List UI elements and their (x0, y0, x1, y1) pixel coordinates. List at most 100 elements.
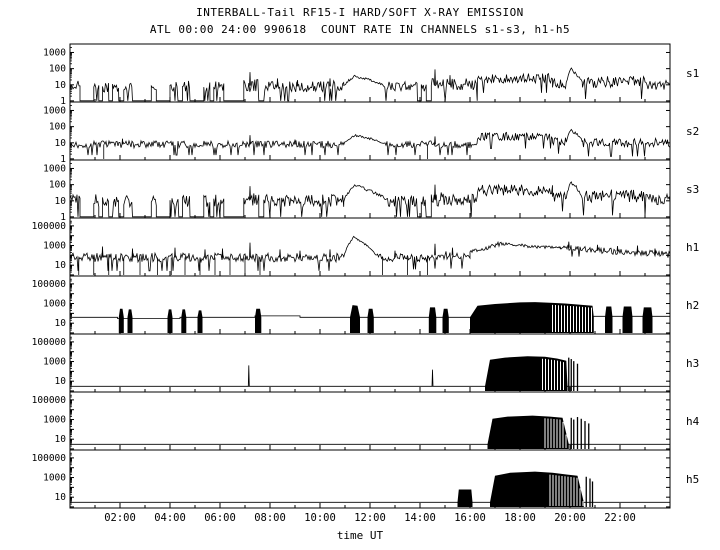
y-tick-label: 10 (55, 260, 67, 271)
y-tick-label: 100 (49, 180, 66, 191)
y-tick-label: 10 (55, 80, 67, 91)
spike (296, 79, 299, 87)
burst-region (470, 302, 594, 333)
y-tick-label: 100000 (32, 279, 67, 290)
x-tick-label: 12:00 (354, 512, 386, 524)
y-tick-label: 100000 (32, 337, 67, 348)
spike (434, 136, 436, 145)
burst-region (442, 308, 449, 333)
burst-region (127, 309, 133, 333)
spike (451, 247, 454, 256)
y-tick-label: 100 (49, 122, 66, 133)
spike (249, 135, 251, 145)
burst-region (167, 309, 173, 333)
y-tick-label: 1 (60, 96, 66, 107)
channel-label: h2 (686, 299, 699, 312)
burst-region (485, 356, 568, 391)
trace-s1 (69, 67, 671, 102)
spike (131, 248, 134, 258)
spike (299, 250, 301, 258)
x-tick-label: 08:00 (254, 512, 286, 524)
panel-h1: 100000 1000 10 h1 (32, 217, 699, 277)
burst-region (197, 310, 203, 333)
burst-region (642, 307, 653, 333)
y-tick-label: 100000 (32, 395, 67, 406)
panel-s3: 1000 100 10 1 s3 (43, 159, 699, 223)
x-tick-label: 18:00 (504, 512, 536, 524)
spike (121, 138, 124, 145)
chart-subtitle: ATL 00:00 24:00 990618 COUNT RATE IN CHA… (149, 23, 571, 36)
channel-label: s3 (686, 183, 699, 196)
x-tick-label: 02:00 (104, 512, 136, 524)
burst-region (367, 308, 374, 333)
spike (279, 249, 281, 258)
channel-label: h3 (686, 357, 699, 370)
spike (567, 241, 570, 248)
burst-region (605, 306, 613, 333)
spike (101, 246, 104, 258)
spike (204, 249, 206, 258)
panel-h5: 100000 1000 10 h5 (32, 449, 699, 509)
x-tick-label: 16:00 (454, 512, 486, 524)
y-tick-label: 1 (60, 212, 66, 223)
spike (174, 247, 176, 258)
y-tick-label: 100000 (32, 221, 67, 232)
channel-label: s1 (686, 67, 699, 80)
y-tick-label: 10 (55, 376, 67, 387)
spike (294, 139, 296, 145)
y-tick-label: 10 (55, 318, 67, 329)
x-tick-label: 06:00 (204, 512, 236, 524)
burst-region (118, 308, 124, 333)
y-tick-label: 1000 (43, 415, 66, 426)
spike (249, 72, 251, 86)
burst-region (255, 308, 262, 333)
x-tick-label: 10:00 (304, 512, 336, 524)
spike (329, 78, 331, 87)
channel-label: s2 (686, 125, 699, 138)
x-tick-label: 20:00 (554, 512, 586, 524)
y-tick-label: 1 (60, 154, 66, 165)
burst-region (622, 306, 633, 333)
y-tick-label: 10 (55, 196, 67, 207)
y-tick-label: 100000 (32, 453, 67, 464)
y-tick-label: 1000 (43, 105, 66, 116)
panel-h3: 100000 1000 10 h3 (32, 333, 699, 393)
spike (596, 244, 599, 251)
trace-s3 (69, 181, 671, 218)
y-tick-label: 100 (49, 64, 66, 75)
y-tick-label: 10 (55, 492, 67, 503)
chart-title: INTERBALL-Tail RF15-I HARD/SOFT X-RAY EM… (196, 6, 524, 19)
spike (431, 369, 434, 387)
x-tick-label: 04:00 (154, 512, 186, 524)
x-tick-label: 14:00 (404, 512, 436, 524)
spike (249, 186, 251, 200)
burst-region (428, 307, 437, 333)
panel-h2: 100000 1000 10 h2 (32, 275, 699, 335)
spike (247, 365, 250, 387)
spike (449, 75, 451, 85)
y-tick-label: 1000 (43, 163, 66, 174)
x-axis-label: time UT (336, 529, 384, 542)
spike (616, 245, 619, 252)
burst-region (490, 471, 584, 507)
y-tick-label: 1000 (43, 473, 66, 484)
channel-label: h5 (686, 473, 699, 486)
spike (276, 78, 279, 87)
spike (434, 69, 436, 85)
spike (329, 249, 331, 258)
burst-region (457, 489, 473, 507)
channel-label: h4 (686, 415, 700, 428)
trace-s2 (69, 128, 670, 157)
panel-s1: 1000 100 10 1 s1 (43, 43, 699, 107)
channel-label: h1 (686, 241, 699, 254)
spike (394, 250, 396, 258)
spike (434, 184, 436, 200)
spike (434, 243, 436, 256)
spike (654, 248, 656, 254)
trace-h1 (69, 235, 671, 272)
panel-s2: 1000 100 10 1 s2 (43, 101, 699, 165)
y-tick-label: 10 (55, 434, 67, 445)
y-tick-label: 1000 (43, 47, 66, 58)
